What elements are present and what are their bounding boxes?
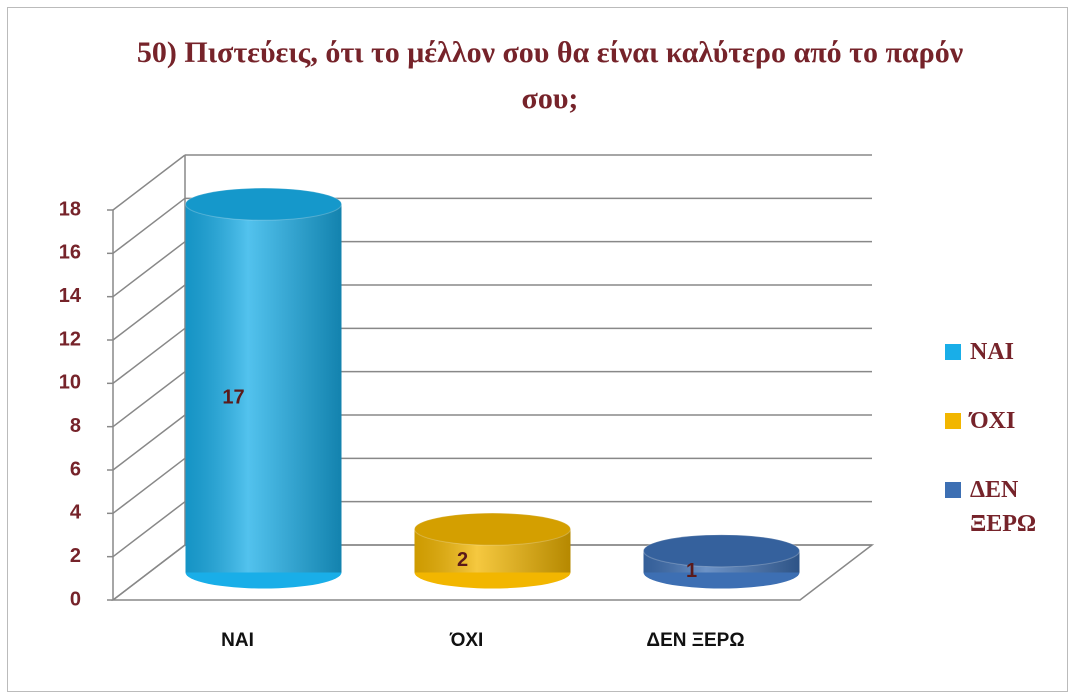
data-label: 1 bbox=[686, 560, 697, 582]
x-tick-label: ΌΧΙ bbox=[449, 630, 484, 651]
y-tick-label: 4 bbox=[70, 502, 82, 524]
x-tick-label: ΝΑΙ bbox=[221, 630, 254, 651]
grid-line bbox=[112, 544, 186, 601]
legend-label: ΝΑΙ bbox=[970, 339, 1015, 365]
legend-label: ΌΧΙ bbox=[970, 408, 1016, 434]
grid-line bbox=[112, 371, 186, 428]
legend-label: ΔΕΝ ΞΕΡΩ bbox=[970, 477, 1037, 537]
grid-line bbox=[112, 197, 186, 254]
chart-title: 50) Πιστεύεις, ότι το μέλλον σου θα είνα… bbox=[136, 36, 964, 115]
frame bbox=[7, 7, 1068, 692]
grid-line bbox=[112, 457, 186, 514]
grid-line bbox=[112, 414, 186, 471]
bar-shade bbox=[185, 204, 342, 573]
grid-line bbox=[112, 241, 186, 298]
grid-line bbox=[112, 154, 186, 211]
bar-top bbox=[414, 512, 571, 546]
bar-top-shade bbox=[414, 513, 571, 546]
y-tick-label: 18 bbox=[59, 198, 81, 220]
grid-line bbox=[112, 284, 186, 341]
legend-swatch bbox=[945, 344, 961, 360]
bar-top-shade bbox=[185, 188, 342, 221]
grid-line bbox=[112, 501, 186, 558]
grid-line bbox=[112, 327, 186, 384]
bar-top-shade bbox=[643, 534, 800, 567]
y-tick-label: 10 bbox=[59, 372, 81, 394]
y-tick-label: 14 bbox=[59, 285, 82, 307]
y-tick-label: 2 bbox=[70, 545, 81, 567]
bar-top bbox=[643, 534, 800, 568]
data-label: 2 bbox=[457, 549, 468, 571]
y-tick-label: 8 bbox=[70, 415, 81, 437]
x-tick-label: ΔΕΝ ΞΕΡΩ bbox=[646, 630, 744, 651]
bar-top bbox=[185, 187, 342, 221]
y-tick-label: 16 bbox=[59, 242, 81, 264]
legend-swatch bbox=[945, 482, 961, 498]
y-tick-label: 0 bbox=[70, 588, 81, 610]
data-label: 17 bbox=[222, 387, 244, 409]
y-tick-label: 12 bbox=[59, 328, 81, 350]
legend-swatch bbox=[945, 413, 961, 429]
y-tick-label: 6 bbox=[70, 458, 81, 480]
